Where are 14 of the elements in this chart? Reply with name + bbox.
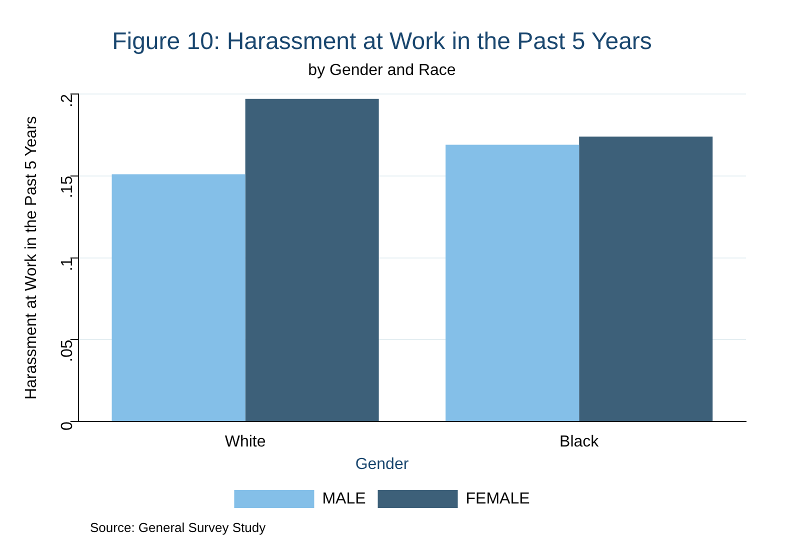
- y-tick-label: .15: [58, 176, 76, 198]
- legend-label: FEMALE: [466, 490, 530, 508]
- y-tick-label: .2: [58, 94, 76, 108]
- legend-label: MALE: [322, 490, 366, 508]
- y-tick-label: 0: [58, 422, 76, 431]
- y-axis-title: Harassment at Work in the Past 5 Years: [23, 116, 40, 400]
- legend-title: Gender: [355, 456, 410, 474]
- y-tick-label: .1: [58, 258, 76, 272]
- chart-title: Figure 10: Harassment at Work in the Past 5 Years: [112, 28, 652, 56]
- y-tick-label: .05: [58, 340, 76, 362]
- source-note: Source: General Survey Study: [90, 520, 267, 535]
- x-tick-label: Black: [560, 434, 600, 451]
- x-tick-label: White: [224, 434, 266, 451]
- chart-subtitle: by Gender and Race: [308, 62, 456, 79]
